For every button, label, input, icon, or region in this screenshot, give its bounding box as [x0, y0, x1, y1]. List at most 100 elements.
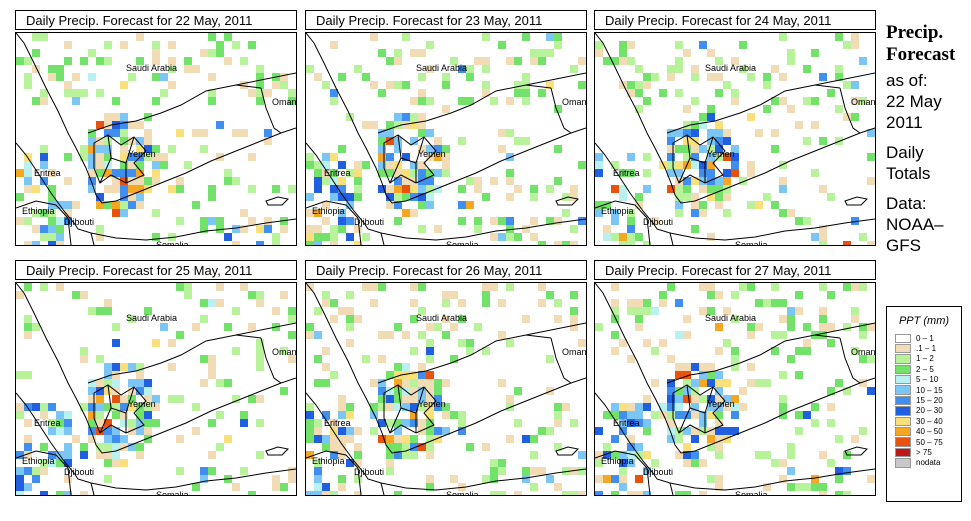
precip-cell: [72, 201, 80, 209]
precip-cell: [667, 73, 675, 81]
precip-cell: [819, 483, 827, 491]
precip-cell: [482, 65, 490, 73]
precip-cell: [256, 225, 264, 233]
legend-swatch: [895, 406, 911, 416]
precip-cell: [160, 161, 168, 169]
oman-border-north: [814, 322, 875, 336]
precip-cell: [410, 283, 418, 291]
precip-cell: [611, 185, 619, 193]
precip-cell: [48, 193, 56, 201]
forecast-map: Saudi Arabia Oman Yemen Eritrea Ethiopia Djib…: [15, 32, 297, 246]
precip-cell: [386, 459, 394, 467]
precip-cell: [136, 193, 144, 201]
precip-cell: [771, 459, 779, 467]
precip-cell: [24, 283, 32, 291]
precip-cell: [120, 137, 128, 145]
precip-cell: [530, 217, 538, 225]
socotra-island: [844, 446, 869, 456]
precip-cell: [755, 299, 763, 307]
precip-cell: [635, 193, 643, 201]
precip-cell: [779, 161, 787, 169]
precip-cell: [24, 241, 32, 245]
precip-cell: [554, 105, 562, 113]
map-label-yemen: Yemen: [707, 149, 735, 159]
map-label-yemen: Yemen: [418, 149, 446, 159]
precip-cell: [354, 169, 362, 177]
precip-cell: [675, 331, 683, 339]
precip-cell: [240, 467, 248, 475]
precip-cell: [306, 419, 314, 427]
precip-cell: [378, 387, 386, 395]
precip-cell: [771, 97, 779, 105]
precip-cell: [256, 65, 264, 73]
precip-cell: [675, 89, 683, 97]
saudi-yemen-border: [666, 334, 841, 384]
precip-cell: [779, 209, 787, 217]
precip-cell: [24, 331, 32, 339]
precip-cell: [731, 411, 739, 419]
precip-cell: [723, 307, 731, 315]
precip-cell: [394, 201, 402, 209]
precip-cell: [192, 65, 200, 73]
map-label-djibouti: Djibouti: [643, 467, 673, 477]
precip-cell: [715, 185, 723, 193]
precip-cell: [216, 283, 224, 291]
precip-cell: [88, 73, 96, 81]
precip-cell: [128, 73, 136, 81]
precip-cell: [731, 347, 739, 355]
precip-cell: [578, 161, 586, 169]
precip-cell: [731, 169, 739, 177]
precip-cell: [835, 435, 843, 443]
precip-cell: [208, 193, 216, 201]
map-label-djibouti: Djibouti: [354, 217, 384, 227]
precip-cell: [32, 49, 40, 57]
precip-cell: [216, 41, 224, 49]
precip-cell: [338, 475, 346, 483]
precip-cell: [418, 97, 426, 105]
data-source-line1: Data:: [886, 194, 927, 213]
precip-cell: [314, 169, 322, 177]
precip-cell: [691, 177, 699, 185]
precip-cell: [152, 419, 160, 427]
precip-grid: [16, 283, 296, 495]
precip-cell: [120, 169, 128, 177]
precip-cell: [418, 419, 426, 427]
precip-cell: [104, 435, 112, 443]
precip-cell: [667, 403, 675, 411]
precip-cell: [410, 395, 418, 403]
governorate-lines: [678, 134, 714, 184]
precip-cell: [386, 193, 394, 201]
precip-cell: [691, 129, 699, 137]
precip-cell: [120, 41, 128, 49]
precip-cell: [402, 363, 410, 371]
precip-cell: [458, 315, 466, 323]
precip-cell: [819, 315, 827, 323]
precip-cell: [659, 291, 667, 299]
precip-cell: [691, 121, 699, 129]
precip-cell: [699, 201, 707, 209]
precip-cell: [747, 201, 755, 209]
precip-cell: [64, 451, 72, 459]
precip-cell: [643, 241, 651, 245]
precip-cell: [458, 201, 466, 209]
precip-cell: [691, 379, 699, 387]
oman-border-north: [525, 322, 586, 336]
precip-cell: [643, 97, 651, 105]
precip-cell: [683, 443, 691, 451]
map-label-saudi: Saudi Arabia: [705, 63, 756, 73]
precip-cell: [867, 153, 875, 161]
precip-cell: [723, 435, 731, 443]
precip-cell: [152, 97, 160, 105]
map-label-saudi: Saudi Arabia: [416, 63, 467, 73]
precip-cell: [280, 81, 288, 89]
precip-cell: [595, 491, 603, 495]
precip-cell: [859, 283, 867, 291]
precip-cell: [731, 97, 739, 105]
precip-cell: [394, 193, 402, 201]
precip-cell: [322, 347, 330, 355]
precip-cell: [611, 307, 619, 315]
precip-cell: [482, 299, 490, 307]
precip-cell: [570, 419, 578, 427]
precip-cell: [144, 145, 152, 153]
